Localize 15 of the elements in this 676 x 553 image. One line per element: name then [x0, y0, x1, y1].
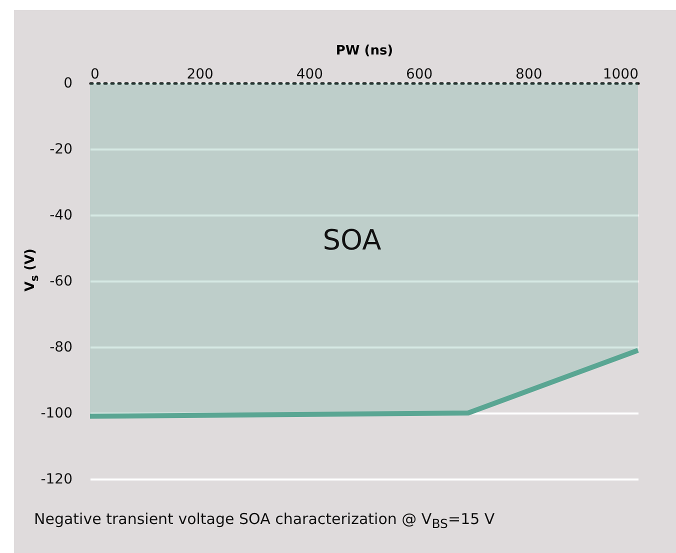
y-tick-label: -40 — [50, 208, 72, 224]
y-tick-label: -120 — [40, 472, 72, 488]
y-tick-label: -80 — [50, 340, 72, 356]
annotation: SOA — [322, 224, 382, 256]
y-tick-label: -100 — [40, 406, 72, 422]
text: Negative transient voltage SOA characterization @ V$_{BS}$=15 V — [34, 510, 496, 531]
x-tick-label: 800 — [516, 66, 542, 82]
x-tick-label: 600 — [406, 66, 433, 82]
x-tick-label: 400 — [296, 66, 324, 82]
x-tick-label: 0 — [90, 66, 100, 82]
x-tick-label: 200 — [186, 66, 214, 82]
y-tick-label: -60 — [50, 274, 72, 290]
y-tick-label: -20 — [50, 142, 72, 158]
x-tick-label: 1000 — [602, 66, 638, 82]
x-axis-title: PW (ns) — [336, 44, 394, 58]
